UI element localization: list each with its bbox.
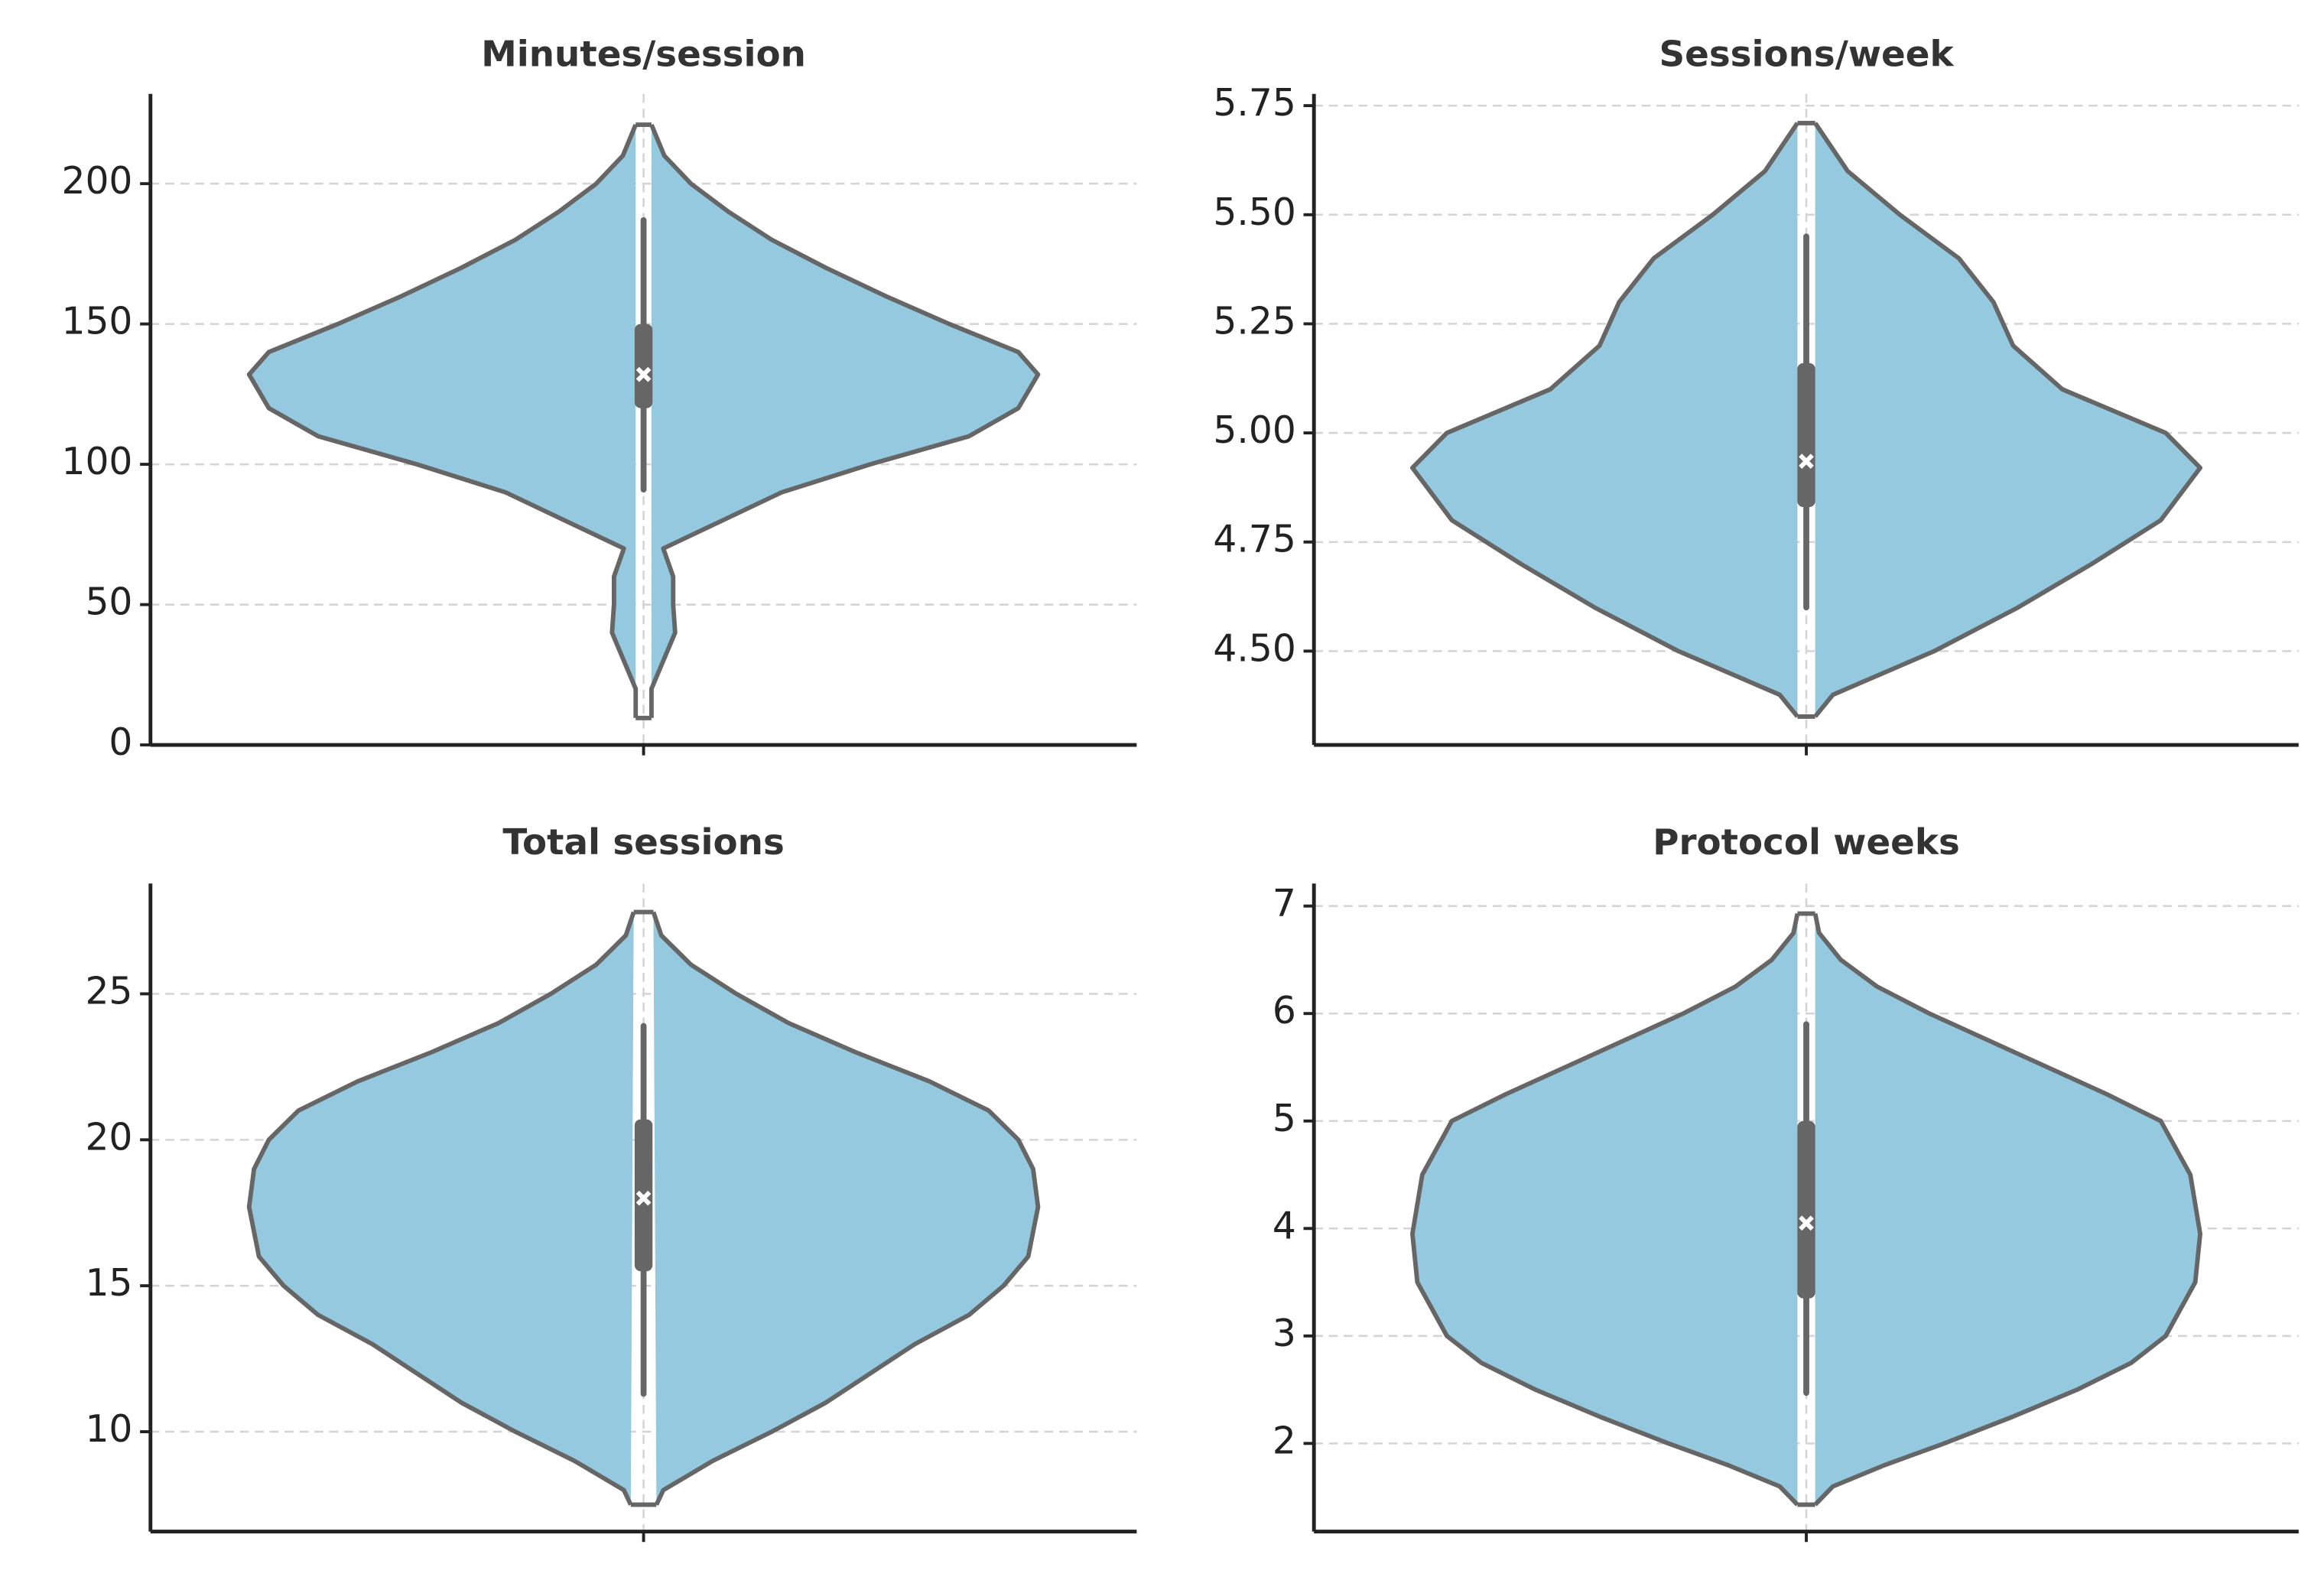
y-tick-label: 200 [61, 160, 132, 203]
violin-outline [1813, 122, 2203, 718]
y-tick-label: 5 [1273, 1097, 1296, 1140]
subplot-title: Total sessions [502, 822, 784, 863]
iqr-box [1797, 1120, 1815, 1299]
subplot-title: Protocol weeks [1653, 822, 1960, 863]
y-tick-label: 4.50 [1213, 627, 1295, 670]
violin-body [249, 125, 636, 718]
y-tick-label: 25 [85, 970, 132, 1013]
subplot: Total sessions 10 15 20 25 [85, 822, 1137, 1543]
y-tick-label: 6 [1273, 990, 1296, 1032]
y-tick-label: 20 [85, 1116, 132, 1159]
violin-outline [1410, 912, 1800, 1507]
violin-body [1412, 913, 1798, 1505]
iqr-box [1797, 363, 1815, 508]
subplot: Minutes/session 0 50 100 150 200 [61, 34, 1137, 764]
y-tick-label: 3 [1273, 1312, 1296, 1355]
subplot-title: Minutes/session [481, 34, 806, 76]
violin-body [1815, 913, 2201, 1505]
subplot-title: Sessions/week [1659, 34, 1954, 76]
median-marker [1799, 1215, 1814, 1231]
violin-outline [1812, 912, 2203, 1507]
y-tick-label: 15 [85, 1262, 132, 1305]
violin-outline [246, 911, 636, 1506]
violin-body [249, 912, 634, 1505]
y-tick-label: 150 [61, 301, 132, 343]
y-tick-label: 50 [85, 581, 132, 624]
iqr-box [634, 324, 653, 408]
violin-body [651, 125, 1038, 718]
median-marker [635, 1190, 652, 1206]
violin-body [653, 912, 1038, 1505]
median-marker [635, 366, 652, 382]
y-tick-label: 100 [61, 441, 132, 483]
y-tick-label: 2 [1273, 1419, 1296, 1462]
y-tick-label: 5.50 [1213, 191, 1295, 234]
subplot: Protocol weeks 2 3 4 5 6 7 [1273, 822, 2299, 1543]
violin-outline [648, 123, 1041, 718]
y-tick-label: 4.75 [1213, 519, 1295, 561]
subplot: Sessions/week 4.50 4.75 5.00 5.25 5.50 5.75 [1213, 34, 2299, 756]
y-tick-label: 7 [1273, 883, 1296, 925]
violin-body [1815, 122, 2201, 717]
y-tick-label: 10 [85, 1408, 132, 1451]
y-tick-label: 0 [109, 721, 132, 764]
violin-outline [651, 911, 1041, 1506]
violin-outline [246, 123, 639, 718]
y-tick-label: 5.75 [1213, 82, 1295, 125]
median-marker [1799, 454, 1814, 470]
y-tick-label: 5.25 [1213, 300, 1295, 343]
violin-outline [1410, 122, 1799, 718]
y-tick-label: 4 [1273, 1205, 1296, 1247]
violin-body [1412, 122, 1798, 717]
y-tick-label: 5.00 [1213, 409, 1295, 452]
